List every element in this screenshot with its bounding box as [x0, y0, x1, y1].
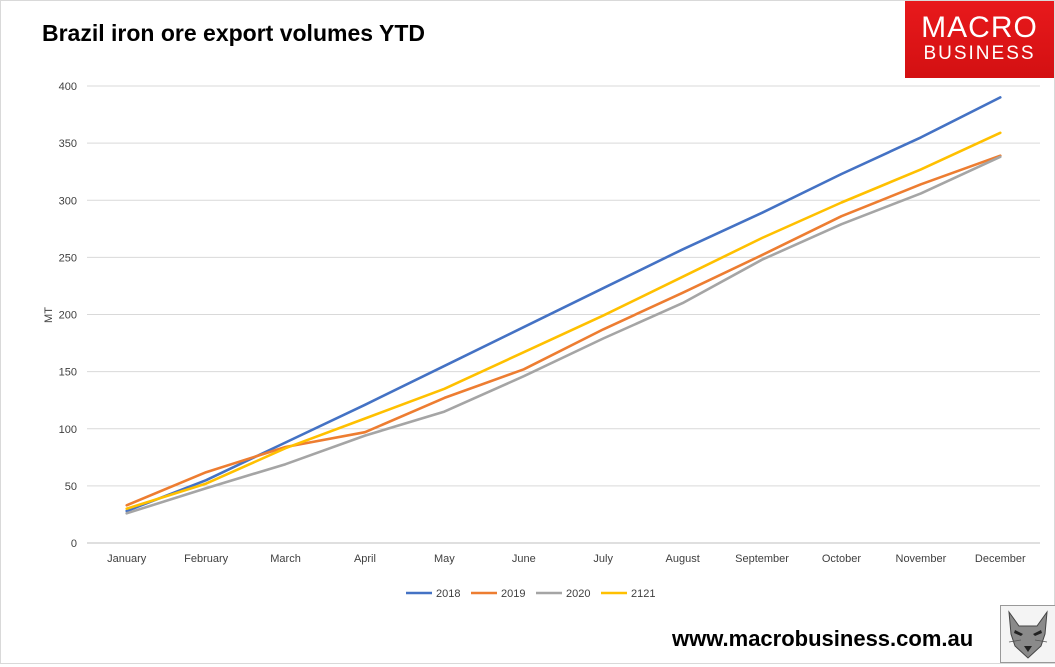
x-tick-label: November	[896, 553, 947, 565]
macro-business-logo: MACRO BUSINESS	[905, 1, 1054, 78]
series-line-2019	[125, 154, 1002, 507]
x-tick-label: January	[107, 553, 147, 565]
legend-label-2018: 2018	[436, 588, 460, 600]
x-axis-ticks: January February March April May June July Augu…	[107, 553, 1026, 565]
y-tick-label: 100	[59, 424, 77, 436]
y-tick-label: 200	[59, 310, 77, 322]
wolf-logo-icon	[1000, 605, 1055, 663]
x-tick-label: April	[354, 553, 376, 565]
legend-label-2020: 2020	[566, 588, 590, 600]
x-tick-label: September	[735, 553, 789, 565]
y-tick-label: 350	[59, 138, 77, 150]
series-line-2121	[125, 131, 1002, 511]
series-lines	[125, 96, 1002, 515]
y-tick-label: 250	[59, 252, 77, 264]
y-tick-label: 300	[59, 195, 77, 207]
x-tick-label: December	[975, 553, 1026, 565]
series-line-2018	[125, 96, 1002, 513]
legend: 2018 2019 2020 2121	[406, 588, 655, 600]
y-tick-label: 400	[59, 81, 77, 93]
y-axis-ticks: 0 50 100 150 200 250 300 350 400	[59, 81, 77, 550]
brand-line-2: BUSINESS	[923, 43, 1036, 64]
website-url: www.macrobusiness.com.au	[672, 626, 974, 651]
x-tick-label: February	[184, 553, 229, 565]
x-tick-label: July	[593, 553, 613, 565]
chart-title: Brazil iron ore export volumes YTD	[42, 20, 426, 46]
x-tick-label: March	[270, 553, 301, 565]
brand-line-1: MACRO	[921, 11, 1038, 44]
series-line-2020	[125, 155, 1002, 515]
legend-label-2121: 2121	[631, 588, 655, 600]
y-tick-label: 50	[65, 481, 77, 493]
x-tick-label: October	[822, 553, 861, 565]
gridlines	[87, 85, 1040, 544]
x-tick-label: June	[512, 553, 536, 565]
legend-label-2019: 2019	[501, 588, 525, 600]
x-tick-label: August	[666, 553, 700, 565]
y-tick-label: 0	[71, 538, 77, 550]
y-tick-label: 150	[59, 367, 77, 379]
x-tick-label: May	[434, 553, 455, 565]
y-axis-label: MT	[43, 307, 55, 323]
